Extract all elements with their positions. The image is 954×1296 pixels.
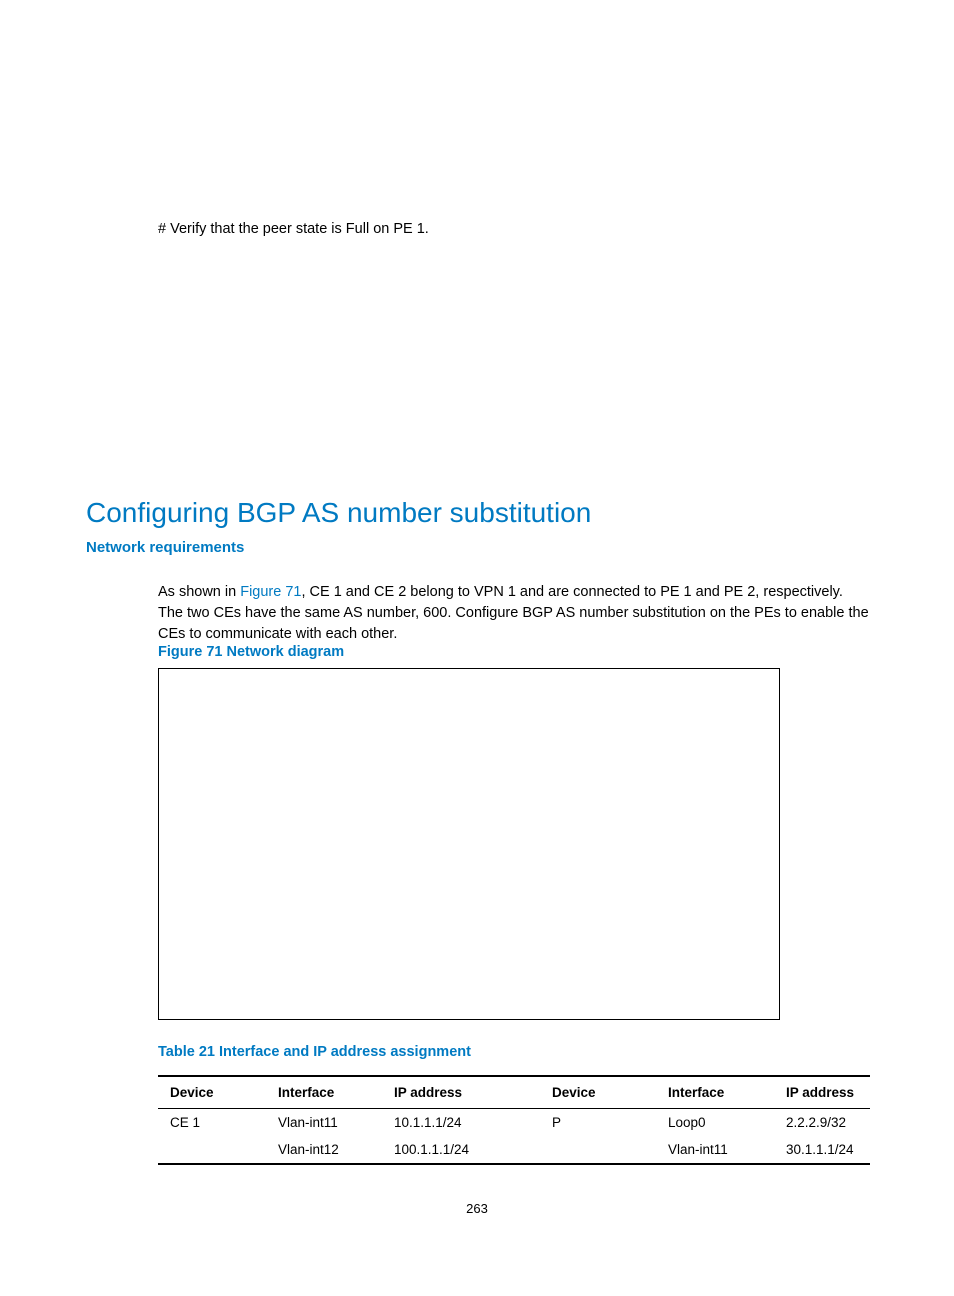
- figure-71-link[interactable]: Figure 71: [240, 584, 301, 600]
- cell-device: P: [544, 1109, 660, 1137]
- table-caption: Table 21 Interface and IP address assign…: [158, 1044, 471, 1060]
- cell-ip: 2.2.2.9/32: [778, 1109, 870, 1137]
- col-header-interface-1: Interface: [270, 1076, 386, 1109]
- cell-interface: Vlan-int11: [660, 1136, 778, 1164]
- cell-ip: 100.1.1.1/24: [386, 1136, 544, 1164]
- cell-interface: Vlan-int11: [270, 1109, 386, 1137]
- intro-verify-line: # Verify that the peer state is Full on …: [158, 221, 429, 237]
- cell-ip: 10.1.1.1/24: [386, 1109, 544, 1137]
- para-text-pre: As shown in: [158, 584, 240, 600]
- table-header-row: Device Interface IP address Device Inter…: [158, 1076, 870, 1109]
- cell-device: CE 1: [158, 1109, 270, 1137]
- cell-interface: Loop0: [660, 1109, 778, 1137]
- col-header-interface-2: Interface: [660, 1076, 778, 1109]
- page-number: 263: [0, 1201, 954, 1216]
- table-row: Vlan-int12 100.1.1.1/24 Vlan-int11 30.1.…: [158, 1136, 870, 1164]
- table-row: CE 1 Vlan-int11 10.1.1.1/24 P Loop0 2.2.…: [158, 1109, 870, 1137]
- cell-ip: 30.1.1.1/24: [778, 1136, 870, 1164]
- col-header-ip-1: IP address: [386, 1076, 544, 1109]
- page-container: # Verify that the peer state is Full on …: [0, 0, 954, 1296]
- network-diagram-placeholder: [158, 668, 780, 1020]
- subsection-heading: Network requirements: [86, 539, 244, 556]
- col-header-device-2: Device: [544, 1076, 660, 1109]
- col-header-device-1: Device: [158, 1076, 270, 1109]
- figure-caption: Figure 71 Network diagram: [158, 644, 344, 660]
- ip-assignment-table: Device Interface IP address Device Inter…: [158, 1075, 870, 1165]
- section-heading: Configuring BGP AS number substitution: [86, 497, 591, 529]
- cell-interface: Vlan-int12: [270, 1136, 386, 1164]
- cell-device: [158, 1136, 270, 1164]
- description-paragraph: As shown in Figure 71, CE 1 and CE 2 bel…: [158, 582, 870, 645]
- col-header-ip-2: IP address: [778, 1076, 870, 1109]
- cell-device: [544, 1136, 660, 1164]
